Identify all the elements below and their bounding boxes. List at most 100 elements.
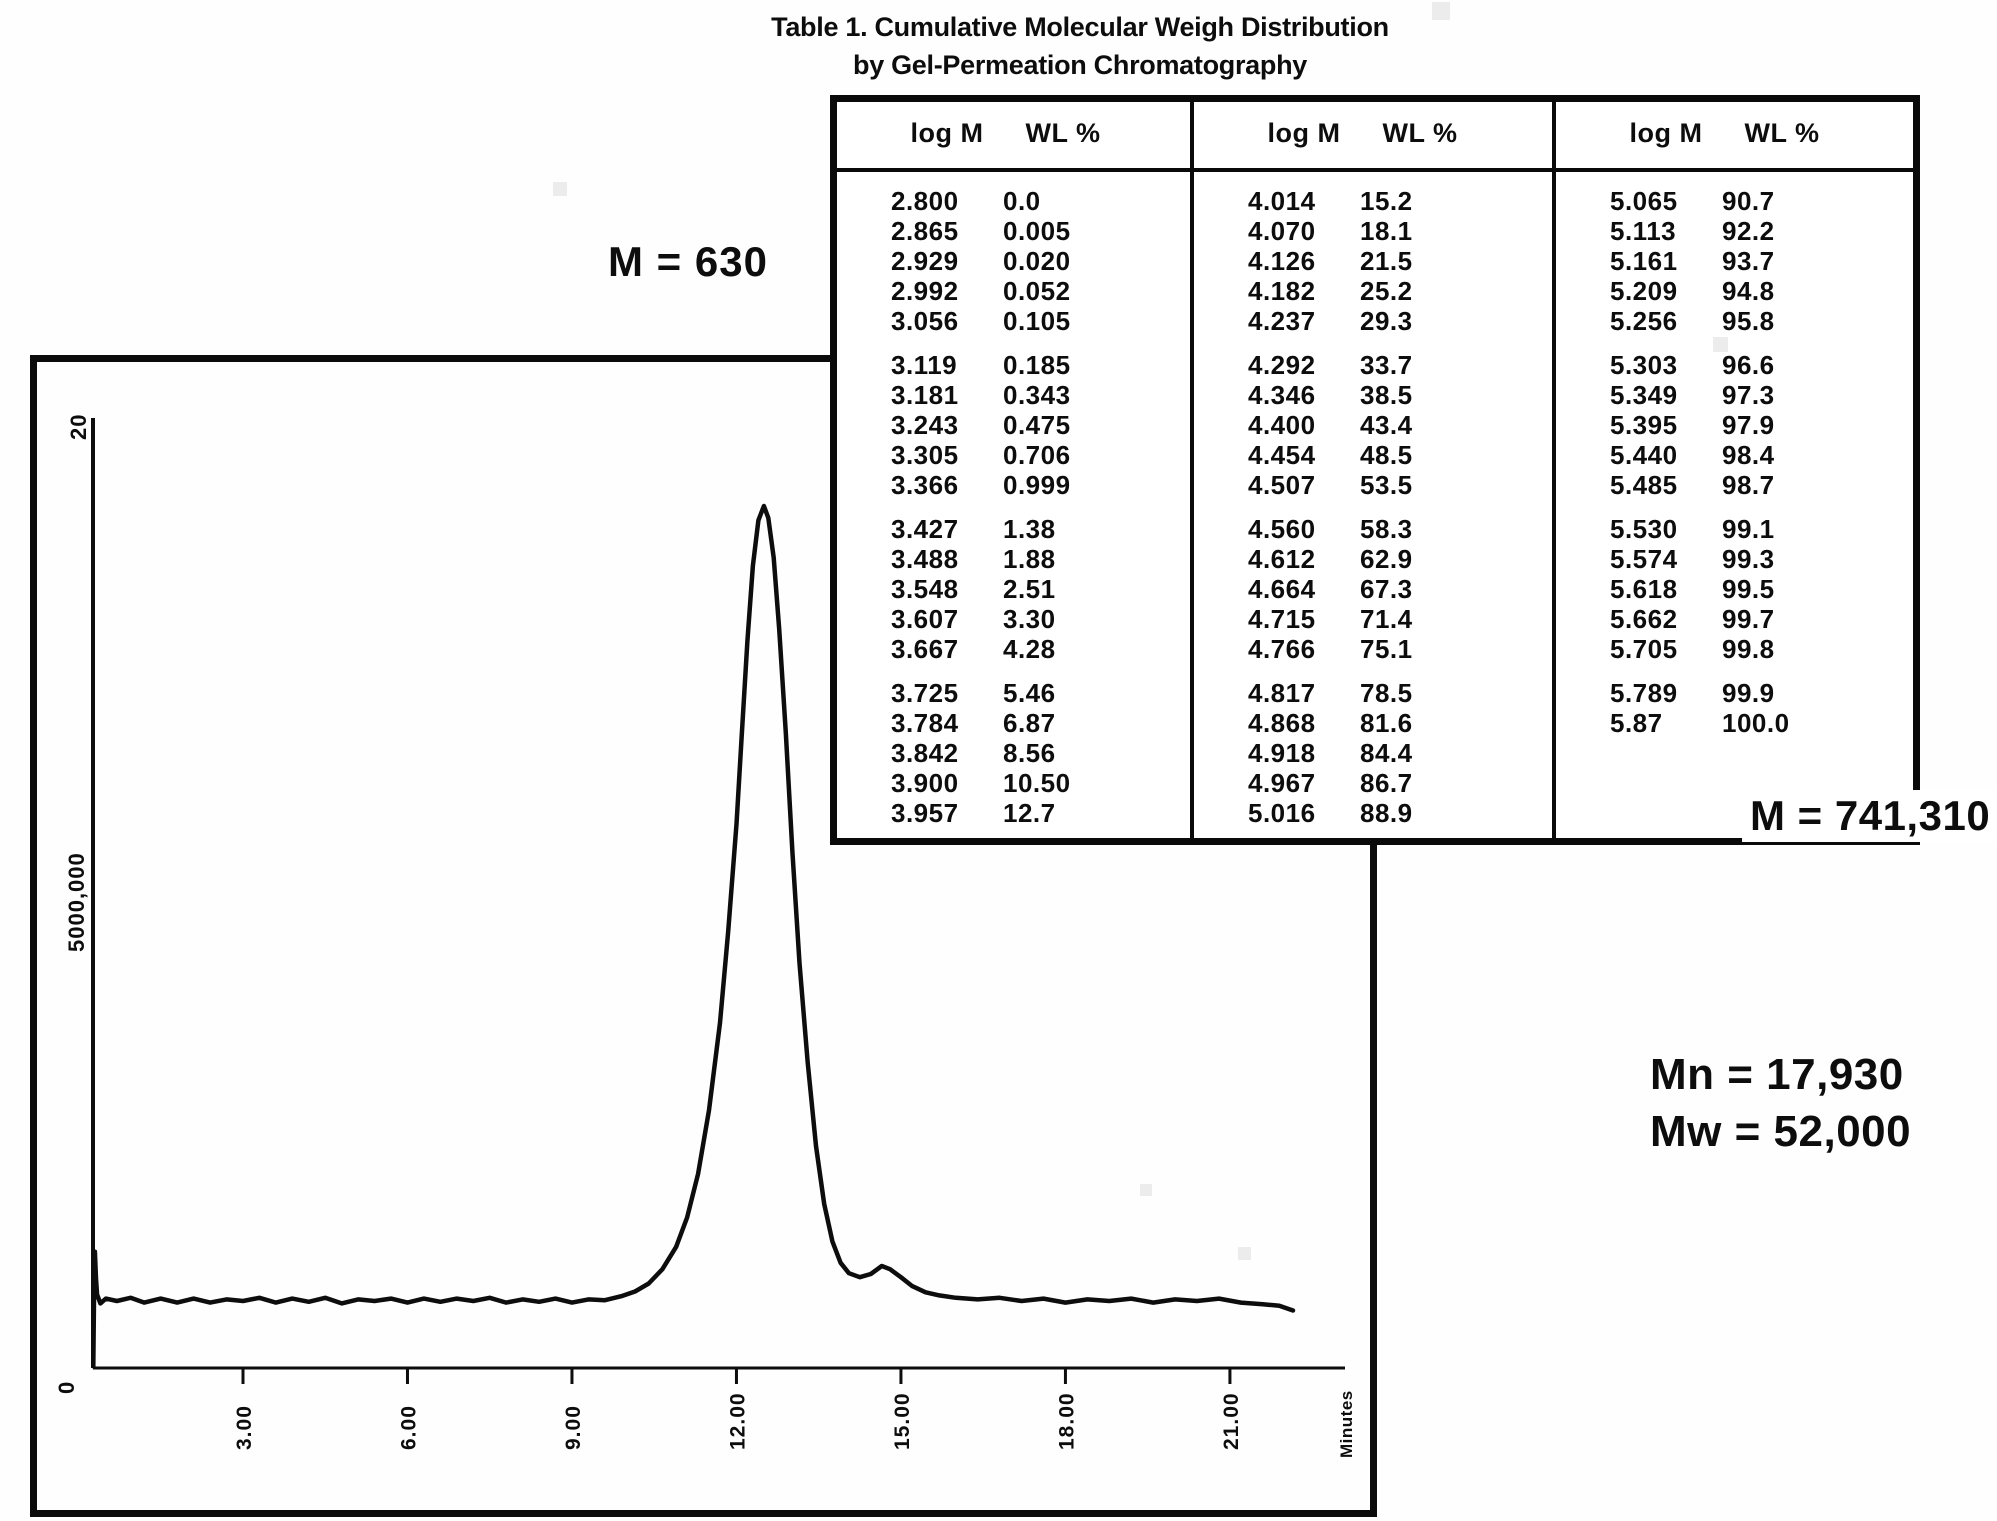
- table-row: 5.574 99.3: [1556, 544, 1913, 574]
- wl-value: 95.8: [1722, 306, 1775, 336]
- table-row: 5.662 99.7: [1556, 604, 1913, 634]
- table-row: 4.868 81.6: [1194, 708, 1552, 738]
- logm-value: 4.560: [1248, 514, 1316, 544]
- table-row: 2.865 0.005: [837, 216, 1190, 246]
- wl-value: 99.1: [1722, 514, 1775, 544]
- wl-value: 98.7: [1722, 470, 1775, 500]
- y-axis-top-label: 20: [66, 414, 91, 440]
- annotation-m-high: M = 741,310: [1742, 790, 1997, 842]
- logm-value: 4.868: [1248, 708, 1316, 738]
- wl-value: 96.6: [1722, 350, 1775, 380]
- logm-value: 4.237: [1248, 306, 1316, 336]
- table-row: 3.427 1.38: [837, 514, 1190, 544]
- logm-value: 3.305: [891, 440, 959, 470]
- wl-value: 99.9: [1722, 678, 1775, 708]
- wl-value: 0.999: [1003, 470, 1071, 500]
- table-row: 3.725 5.46: [837, 678, 1190, 708]
- table-row: 3.842 8.56: [837, 738, 1190, 768]
- logm-value: 4.400: [1248, 410, 1316, 440]
- x-tick-label: 6.00: [397, 1405, 420, 1450]
- logm-value: 5.065: [1610, 186, 1678, 216]
- logm-value: 3.427: [891, 514, 959, 544]
- wl-value: 81.6: [1360, 708, 1413, 738]
- logm-value: 3.900: [891, 768, 959, 798]
- scan-artifact: [1713, 337, 1728, 352]
- wl-value: 62.9: [1360, 544, 1413, 574]
- table-group-header: log M WL %: [837, 102, 1190, 164]
- table-row: 4.560 58.3: [1194, 514, 1552, 544]
- logm-value: 4.454: [1248, 440, 1316, 470]
- table-rows: 2.800 0.0 2.865 0.005 2.929 0.020 2.992 0.052 3.…: [837, 164, 1190, 828]
- logm-value: 5.705: [1610, 634, 1678, 664]
- table-row: 4.766 75.1: [1194, 634, 1552, 664]
- table-row: 4.400 43.4: [1194, 410, 1552, 440]
- table-group-header: log M WL %: [1194, 102, 1552, 164]
- logm-value: 5.256: [1610, 306, 1678, 336]
- table-row: 5.016 88.9: [1194, 798, 1552, 828]
- wl-value: 10.50: [1003, 768, 1071, 798]
- logm-value: 3.784: [891, 708, 959, 738]
- wl-value: 78.5: [1360, 678, 1413, 708]
- wl-value: 0.0: [1003, 186, 1041, 216]
- logm-value: 4.182: [1248, 276, 1316, 306]
- wl-value: 0.105: [1003, 306, 1071, 336]
- table-group: log M WL % 4.014 15.2 4.070 18.1 4.126 21.5 4.18…: [1194, 102, 1552, 838]
- wl-value: 1.88: [1003, 544, 1056, 574]
- wl-value: 0.005: [1003, 216, 1071, 246]
- table-header-separator: [837, 168, 1913, 172]
- table-row: 5.065 90.7: [1556, 186, 1913, 216]
- logm-value: 2.992: [891, 276, 959, 306]
- wl-value: 15.2: [1360, 186, 1413, 216]
- wl-value: 94.8: [1722, 276, 1775, 306]
- wl-value: 8.56: [1003, 738, 1056, 768]
- logm-value: 5.789: [1610, 678, 1678, 708]
- logm-value: 5.395: [1610, 410, 1678, 440]
- scan-artifact: [553, 182, 567, 196]
- wl-value: 0.052: [1003, 276, 1071, 306]
- wl-value: 5.46: [1003, 678, 1056, 708]
- wl-value: 99.8: [1722, 634, 1775, 664]
- logm-value: 4.292: [1248, 350, 1316, 380]
- annotation-m-low: M = 630: [608, 238, 768, 285]
- logm-value: 3.243: [891, 410, 959, 440]
- table-title-line2: by Gel-Permeation Chromatography: [853, 50, 1307, 80]
- wl-value: 43.4: [1360, 410, 1413, 440]
- logm-value: 2.929: [891, 246, 959, 276]
- table-row: 3.056 0.105: [837, 306, 1190, 336]
- gpc-table: log M WL % 2.800 0.0 2.865 0.005 2.929 0.020 2.9…: [830, 95, 1920, 845]
- table-row: 5.618 99.5: [1556, 574, 1913, 604]
- table-row: 5.395 97.9: [1556, 410, 1913, 440]
- table-row: 4.612 62.9: [1194, 544, 1552, 574]
- logm-value: 2.800: [891, 186, 959, 216]
- table-row: 4.918 84.4: [1194, 738, 1552, 768]
- logm-value: 4.766: [1248, 634, 1316, 664]
- table-row: 3.784 6.87: [837, 708, 1190, 738]
- wl-value: 75.1: [1360, 634, 1413, 664]
- wl-value: 0.343: [1003, 380, 1071, 410]
- wl-value: 90.7: [1722, 186, 1775, 216]
- scan-artifact: [1238, 1247, 1251, 1260]
- table-row: 3.667 4.28: [837, 634, 1190, 664]
- logm-value: 4.346: [1248, 380, 1316, 410]
- wl-value: 0.475: [1003, 410, 1071, 440]
- annotation-mw: Mw = 52,000: [1650, 1107, 1912, 1156]
- table-row: 4.715 71.4: [1194, 604, 1552, 634]
- logm-header: log M: [1629, 117, 1703, 148]
- table-row: 5.209 94.8: [1556, 276, 1913, 306]
- table-row: 5.349 97.3: [1556, 380, 1913, 410]
- logm-value: 3.488: [891, 544, 959, 574]
- wl-value: 0.020: [1003, 246, 1071, 276]
- wl-value: 99.3: [1722, 544, 1775, 574]
- table-row: 4.454 48.5: [1194, 440, 1552, 470]
- table-row: 3.607 3.30: [837, 604, 1190, 634]
- wl-value: 97.3: [1722, 380, 1775, 410]
- table-row: 4.507 53.5: [1194, 470, 1552, 500]
- logm-value: 5.349: [1610, 380, 1678, 410]
- scan-artifact: [1140, 1184, 1152, 1196]
- table-row: 5.789 99.9: [1556, 678, 1913, 708]
- table-row: 4.014 15.2: [1194, 186, 1552, 216]
- table-group: log M WL % 2.800 0.0 2.865 0.005 2.929 0.020 2.9…: [837, 102, 1190, 838]
- table-row: 4.182 25.2: [1194, 276, 1552, 306]
- table-row: 5.87 100.0: [1556, 708, 1913, 738]
